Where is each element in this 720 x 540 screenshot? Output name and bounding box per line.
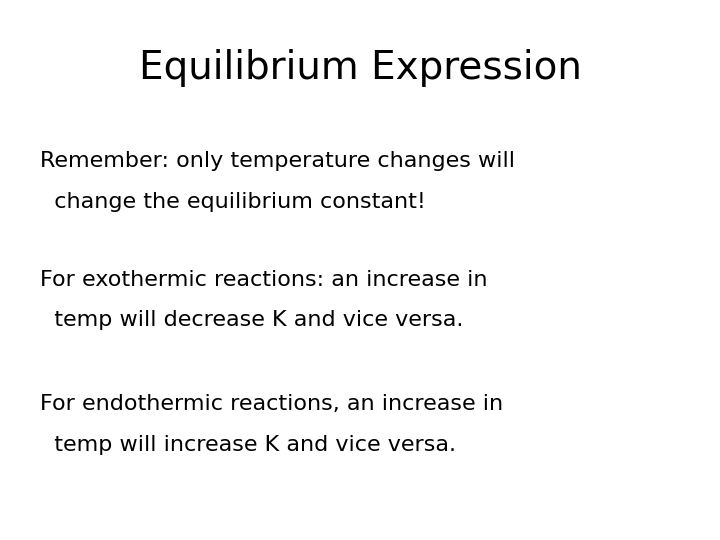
Text: For endothermic reactions, an increase in: For endothermic reactions, an increase i… xyxy=(40,394,503,414)
Text: Remember: only temperature changes will: Remember: only temperature changes will xyxy=(40,151,515,171)
Text: Equilibrium Expression: Equilibrium Expression xyxy=(138,49,582,86)
Text: temp will increase K and vice versa.: temp will increase K and vice versa. xyxy=(40,435,456,455)
Text: For exothermic reactions: an increase in: For exothermic reactions: an increase in xyxy=(40,270,487,290)
Text: change the equilibrium constant!: change the equilibrium constant! xyxy=(40,192,426,212)
Text: temp will decrease K and vice versa.: temp will decrease K and vice versa. xyxy=(40,310,463,330)
